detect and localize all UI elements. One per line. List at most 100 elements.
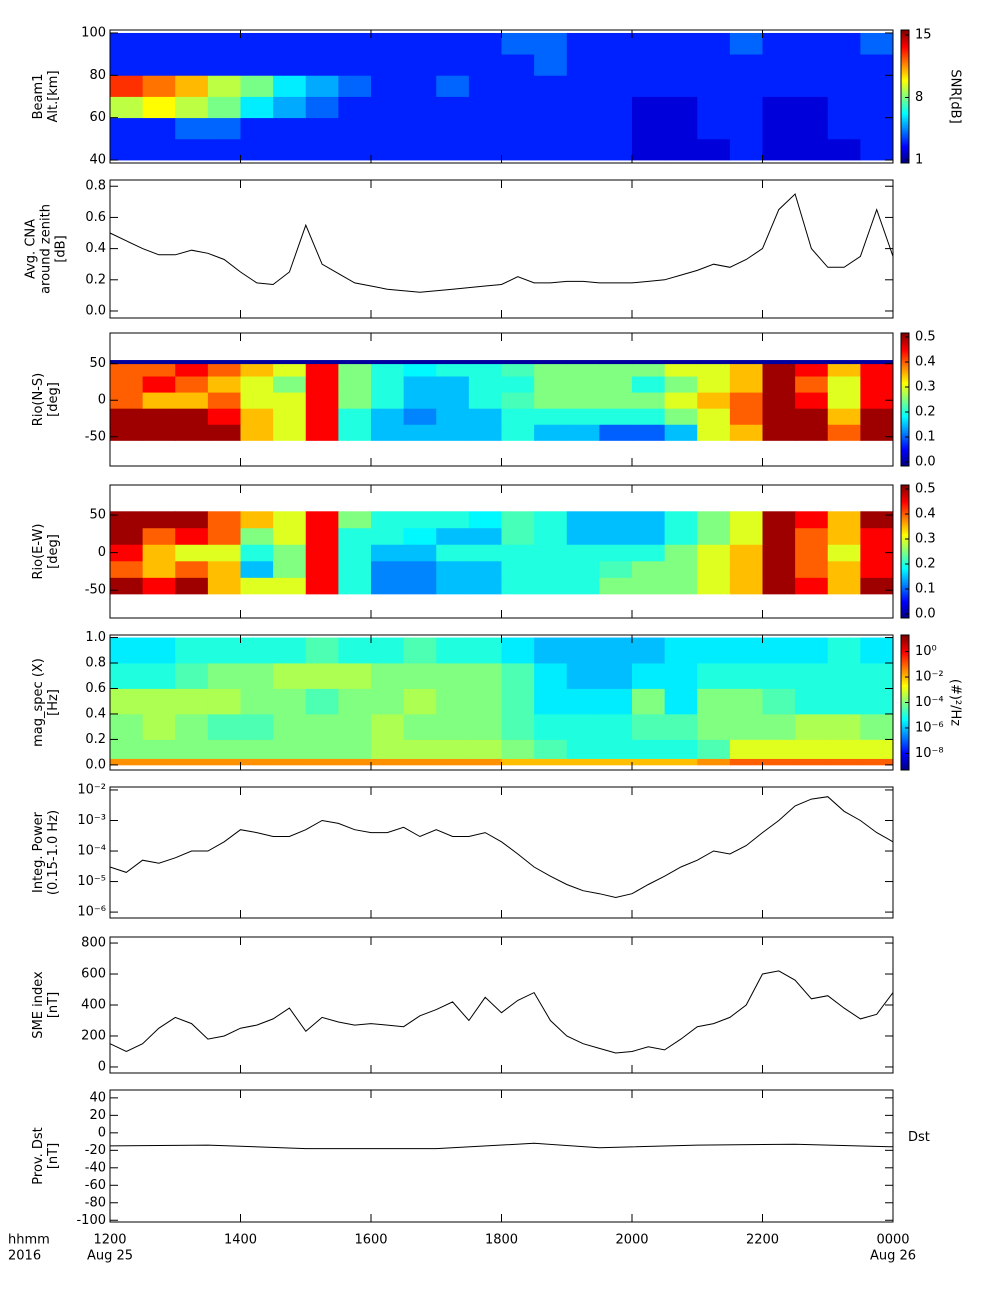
heatmap-cell <box>305 527 339 545</box>
colorbar-tick-label: 0.2 <box>915 405 936 420</box>
colorbar-tick-label: 0.1 <box>915 582 936 597</box>
colorbar-swatch <box>901 513 909 517</box>
y-tick-label: 0 <box>98 1059 106 1074</box>
heatmap-cell <box>110 511 144 529</box>
y-tick-label: 10⁻⁶ <box>77 905 106 920</box>
colorbar-swatch <box>901 659 909 663</box>
heatmap-cell <box>729 739 763 759</box>
y-tick-label: -50 <box>85 429 106 444</box>
heatmap-cell <box>827 511 861 529</box>
heatmap-cell <box>273 96 307 119</box>
colorbar-swatch <box>901 702 909 706</box>
heatmap-cell <box>599 392 633 409</box>
heatmap-cell <box>827 32 861 55</box>
heatmap-cell <box>207 376 241 393</box>
heatmap-cell <box>632 117 666 140</box>
heatmap-cell <box>860 376 894 393</box>
y-axis-label: [nT] <box>46 992 61 1018</box>
heatmap-cell <box>729 688 763 715</box>
heatmap-cell <box>599 713 633 740</box>
heatmap-cell <box>436 713 470 740</box>
data-line <box>109 970 894 1054</box>
heatmap-cell <box>371 54 405 76</box>
heatmap-cell <box>305 392 339 409</box>
heatmap-cell <box>240 360 274 365</box>
heatmap-cell <box>207 663 241 689</box>
heatmap-cell <box>632 758 666 766</box>
heatmap-cell <box>860 75 894 97</box>
heatmap-cell <box>403 577 437 595</box>
heatmap-cell <box>501 408 535 425</box>
heatmap-cell <box>273 408 307 425</box>
heatmap-cell <box>762 376 796 393</box>
heatmap-cell <box>403 408 437 425</box>
colorbar-swatch <box>901 666 909 670</box>
colorbar-swatch <box>901 754 909 757</box>
heatmap-cell <box>762 758 796 766</box>
colorbar-swatch <box>901 582 909 586</box>
colorbar-swatch <box>901 553 909 557</box>
y-axis-label: around zenith <box>39 204 54 294</box>
heatmap-cell <box>566 138 600 161</box>
heatmap-cell <box>175 376 209 393</box>
heatmap-cell <box>664 117 698 140</box>
heatmap-cell <box>795 511 829 529</box>
heatmap-cell <box>207 408 241 425</box>
heatmap-cell <box>599 577 633 595</box>
data-line <box>109 796 894 899</box>
heatmap-cell <box>795 637 829 664</box>
heatmap-cell <box>403 527 437 545</box>
y-tick-label: 1.0 <box>85 630 106 645</box>
colorbar-label: (#)²/Hz <box>948 679 963 726</box>
heatmap-cell <box>827 663 861 689</box>
heatmap-cell <box>273 663 307 689</box>
heatmap-cell <box>599 363 633 377</box>
heatmap-cell <box>534 392 568 409</box>
heatmap-cell <box>175 713 209 740</box>
heatmap-cell <box>240 688 274 715</box>
heatmap-cell <box>632 408 666 425</box>
heatmap-cell <box>240 424 274 441</box>
heatmap-cell <box>468 75 502 97</box>
y-tick-label: 0 <box>98 393 106 408</box>
colorbar-tick-label: 0.0 <box>915 607 936 622</box>
heatmap-cell <box>305 54 339 76</box>
y-axis-label: Rio(N-S) <box>31 373 46 426</box>
colorbar-swatch <box>901 653 909 656</box>
heatmap-cell <box>501 54 535 76</box>
x-tick-label: 1400 <box>224 1233 257 1248</box>
heatmap-cell <box>273 637 307 664</box>
colorbar-swatch <box>901 372 909 376</box>
y-tick-label: 80 <box>89 68 106 83</box>
colorbar-swatch <box>901 116 909 120</box>
heatmap-cell <box>827 688 861 715</box>
heatmap-cell <box>207 392 241 409</box>
y-axis-label: Rio(E-W) <box>31 524 46 580</box>
heatmap-cell <box>860 527 894 545</box>
colorbar-swatch <box>901 58 909 62</box>
heatmap-cell <box>632 560 666 578</box>
colorbar-swatch <box>901 419 909 423</box>
heatmap-cell <box>403 560 437 578</box>
heatmap-cell <box>468 637 502 664</box>
colorbar-swatch <box>901 118 909 122</box>
colorbar-swatch <box>901 386 909 389</box>
heatmap-cell <box>436 663 470 689</box>
colorbar-swatch <box>901 339 909 343</box>
y-tick-label: 0.4 <box>85 706 106 721</box>
colorbar-swatch <box>901 457 909 460</box>
format-label: hhmm <box>8 1233 50 1248</box>
heatmap-cell <box>729 577 763 595</box>
heatmap-cell <box>207 544 241 562</box>
heatmap-cell <box>338 376 372 393</box>
colorbar-swatch <box>901 337 909 341</box>
heatmap-cell <box>468 544 502 562</box>
heatmap-cell <box>501 117 535 140</box>
heatmap-cell <box>468 527 502 545</box>
y-tick-label: 0.6 <box>85 681 106 696</box>
heatmap-cell <box>632 138 666 161</box>
colorbar-swatch <box>901 370 909 374</box>
colorbar-swatch <box>901 606 909 610</box>
heatmap-cell <box>240 544 274 562</box>
heatmap-cell <box>697 527 731 545</box>
